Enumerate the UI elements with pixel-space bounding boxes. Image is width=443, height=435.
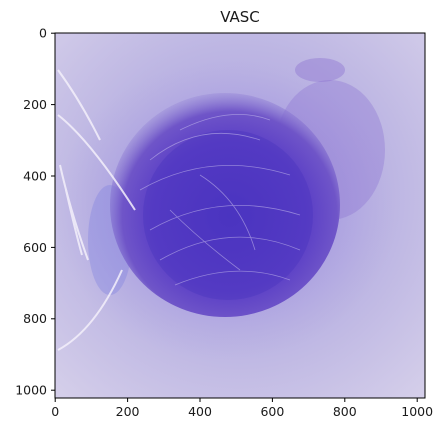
y-tick-label: 600: [23, 240, 47, 255]
y-tick-label: 200: [23, 97, 47, 112]
x-axis: 0 200 400 600 800 1000: [51, 398, 433, 419]
y-tick-label: 1000: [15, 383, 47, 398]
x-tick-label: 0: [51, 404, 59, 419]
x-tick-label: 800: [333, 404, 357, 419]
x-tick-label: 200: [116, 404, 140, 419]
x-tick-label: 600: [260, 404, 284, 419]
x-tick-label: 1000: [401, 404, 433, 419]
y-axis: 0 200 400 600 800 1000: [15, 26, 55, 398]
y-tick-label: 400: [23, 169, 47, 184]
figure-title: VASC: [220, 8, 260, 26]
x-tick-label: 400: [188, 404, 212, 419]
y-tick-label: 800: [23, 311, 47, 326]
lesion-image: [55, 33, 425, 398]
y-tick-label: 0: [39, 26, 47, 41]
plot-frame: [54, 32, 426, 399]
